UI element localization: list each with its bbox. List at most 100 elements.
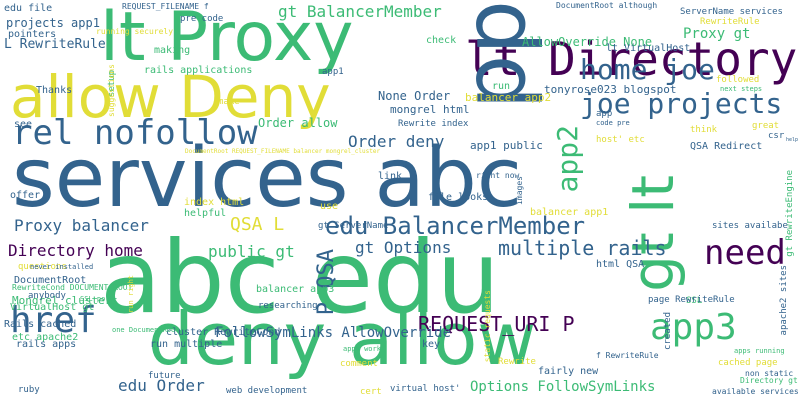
word-cluster-rewritecond: cluster RewriteCond bbox=[166, 327, 281, 338]
word-comment: comment bbox=[340, 359, 378, 369]
word-qsa-redirect: QSA Redirect bbox=[690, 141, 763, 152]
word-app: app bbox=[596, 109, 613, 119]
word-ssl-port: SSL port bbox=[80, 295, 114, 303]
word-rewrite: Rewrite bbox=[498, 357, 536, 367]
word-questions: questions bbox=[18, 262, 67, 272]
word-edu-balancermember: edu BalancerMember bbox=[325, 212, 586, 240]
word-apps-running: apps running bbox=[734, 347, 785, 355]
word-lt-directory: lt Directory bbox=[465, 32, 798, 86]
word-cert: cert bbox=[360, 387, 382, 397]
word-abc-edu: abc edu bbox=[100, 219, 500, 336]
word-proxy-gt: Proxy gt bbox=[683, 26, 751, 42]
word-gt-lt: gt lt bbox=[619, 175, 687, 292]
word-tonyrose023-blogspot: tonyrose023 blogspot bbox=[544, 83, 677, 96]
word-request-uri-p: REQUEST_URI P bbox=[418, 312, 575, 336]
word-request-filename-f: REQUEST_FILENAME f bbox=[122, 2, 209, 11]
word-rails-applications: rails applications bbox=[144, 65, 253, 76]
word-balancer-app3: balancer app3 bbox=[256, 284, 335, 295]
word-qsa-l: QSA L bbox=[230, 214, 285, 235]
word-mongrel-html: mongrel html bbox=[390, 103, 470, 116]
word-great: great bbox=[752, 121, 780, 131]
word-directory-gt: Directory gt bbox=[740, 376, 798, 385]
word-suggestions: suggestions bbox=[107, 64, 116, 117]
word-home-joe: home joe bbox=[580, 53, 715, 86]
word-virtualhost-gt: VirtualHost gt bbox=[10, 302, 95, 313]
word-rewritecond-document-root: RewriteCond DOCUMENT_ROOT bbox=[12, 283, 133, 292]
word-l-rewriterule: L RewriteRule bbox=[4, 37, 106, 52]
word-page-rewriterule: page RewriteRule bbox=[648, 295, 735, 305]
word-services-abc: services abc bbox=[12, 131, 522, 226]
word-public-gt: public gt bbox=[208, 242, 295, 261]
word-rel-nofollow: rel nofollow bbox=[12, 113, 258, 153]
word-fairly-new: fairly new bbox=[538, 366, 599, 377]
word-f-rewriterule: f RewriteRule bbox=[596, 351, 659, 360]
word-making: making bbox=[154, 45, 191, 56]
word-gt-rewriteengine: gt RewriteEngine bbox=[785, 170, 795, 257]
word-app3: app3 bbox=[650, 307, 737, 348]
word-rewriterule: RewriteRule bbox=[700, 17, 760, 27]
word-gt-options: gt Options bbox=[355, 238, 452, 257]
word-see: see bbox=[14, 119, 33, 130]
word-index-html: index html bbox=[184, 197, 245, 208]
word-documentroot-request-filename-balancer: DocumentRoot REQUEST_FILENAME balancer m… bbox=[185, 148, 381, 155]
word-non-static: non static bbox=[745, 369, 794, 378]
word-future: future bbox=[148, 371, 181, 381]
word-apache2-sites: apache2 sites bbox=[779, 265, 789, 336]
word-run-right: run right bbox=[127, 275, 135, 313]
word-cached-page: cached page bbox=[718, 358, 778, 368]
word-mongrel-clusters: Mongrel clusters bbox=[12, 294, 118, 307]
word-code-pre: code pre bbox=[596, 119, 630, 127]
word-never-installed: never installed bbox=[30, 263, 94, 271]
word-rails-cached: Rails cached bbox=[4, 319, 77, 330]
word-pre-code: pre code bbox=[180, 14, 224, 24]
word-apps-work: apps work bbox=[343, 345, 381, 353]
word-next-steps: next steps bbox=[720, 85, 763, 93]
word-use: use bbox=[320, 201, 339, 212]
word-static-requests: static requests bbox=[483, 290, 492, 363]
word-run-multiple: run multiple bbox=[150, 339, 223, 350]
word-rails-apps: rails apps bbox=[16, 339, 77, 350]
word-none-order: None Order bbox=[378, 89, 451, 103]
word-rewrite-index: Rewrite index bbox=[398, 119, 469, 129]
word-balancer-app2: balancer app2 bbox=[465, 91, 552, 104]
word-make: make bbox=[218, 97, 240, 107]
word-joe-projects: joe projects bbox=[580, 87, 783, 120]
word-directory-home: Directory home bbox=[8, 241, 143, 260]
word-csr: csr bbox=[768, 131, 785, 141]
word-order-allow: Order allow bbox=[258, 116, 338, 130]
word-running-securely: running securely bbox=[96, 27, 174, 36]
word-href: href bbox=[10, 300, 97, 341]
word-created: created bbox=[663, 312, 673, 350]
word-allow-deny: allow Deny bbox=[10, 63, 331, 131]
word-need: need bbox=[704, 233, 786, 273]
word-images: images bbox=[515, 176, 524, 205]
word-lt-virtualhost: lt VirtualHost bbox=[606, 43, 691, 54]
word-thanks: Thanks bbox=[36, 85, 73, 96]
word-virtual-host: virtual host' bbox=[390, 384, 461, 394]
word-projects-app1: projects app1 bbox=[6, 16, 100, 30]
word-file-looks: file looks bbox=[428, 192, 489, 203]
word-html-qsa: html QSA bbox=[596, 259, 645, 270]
word-gt-balancermember: gt BalancerMember bbox=[278, 2, 442, 21]
word-help: help bbox=[786, 137, 799, 143]
word-app1-public: app1 public bbox=[470, 139, 543, 152]
word-gt-servername: gt ServerName bbox=[318, 221, 389, 231]
word-offer: offer bbox=[10, 190, 41, 201]
word-ruby: ruby bbox=[18, 385, 40, 395]
word-anybody: anybody bbox=[28, 291, 66, 301]
word-edu-order: edu Order bbox=[118, 376, 205, 395]
word-right-now: right now bbox=[476, 171, 520, 180]
word-link: link bbox=[378, 171, 403, 182]
word-followsymlinks-allowoverride: FollowSymLinks AllowOverride bbox=[215, 325, 452, 341]
word-ssl: SSL bbox=[686, 296, 703, 306]
word-options-followsymlinks: Options FollowSymLinks bbox=[470, 379, 656, 395]
word-host-etc: host' etc bbox=[596, 135, 645, 145]
word-run: run bbox=[492, 81, 511, 92]
word-etc-apache2: etc apache2 bbox=[12, 332, 79, 343]
word-lt-proxy: lt Proxy bbox=[100, 0, 354, 77]
word-researching: researching bbox=[258, 301, 318, 311]
word-one-documentroot: one DocumentRoot bbox=[112, 326, 180, 334]
word-key: key bbox=[422, 339, 441, 350]
word-web-development: web development bbox=[226, 386, 308, 396]
